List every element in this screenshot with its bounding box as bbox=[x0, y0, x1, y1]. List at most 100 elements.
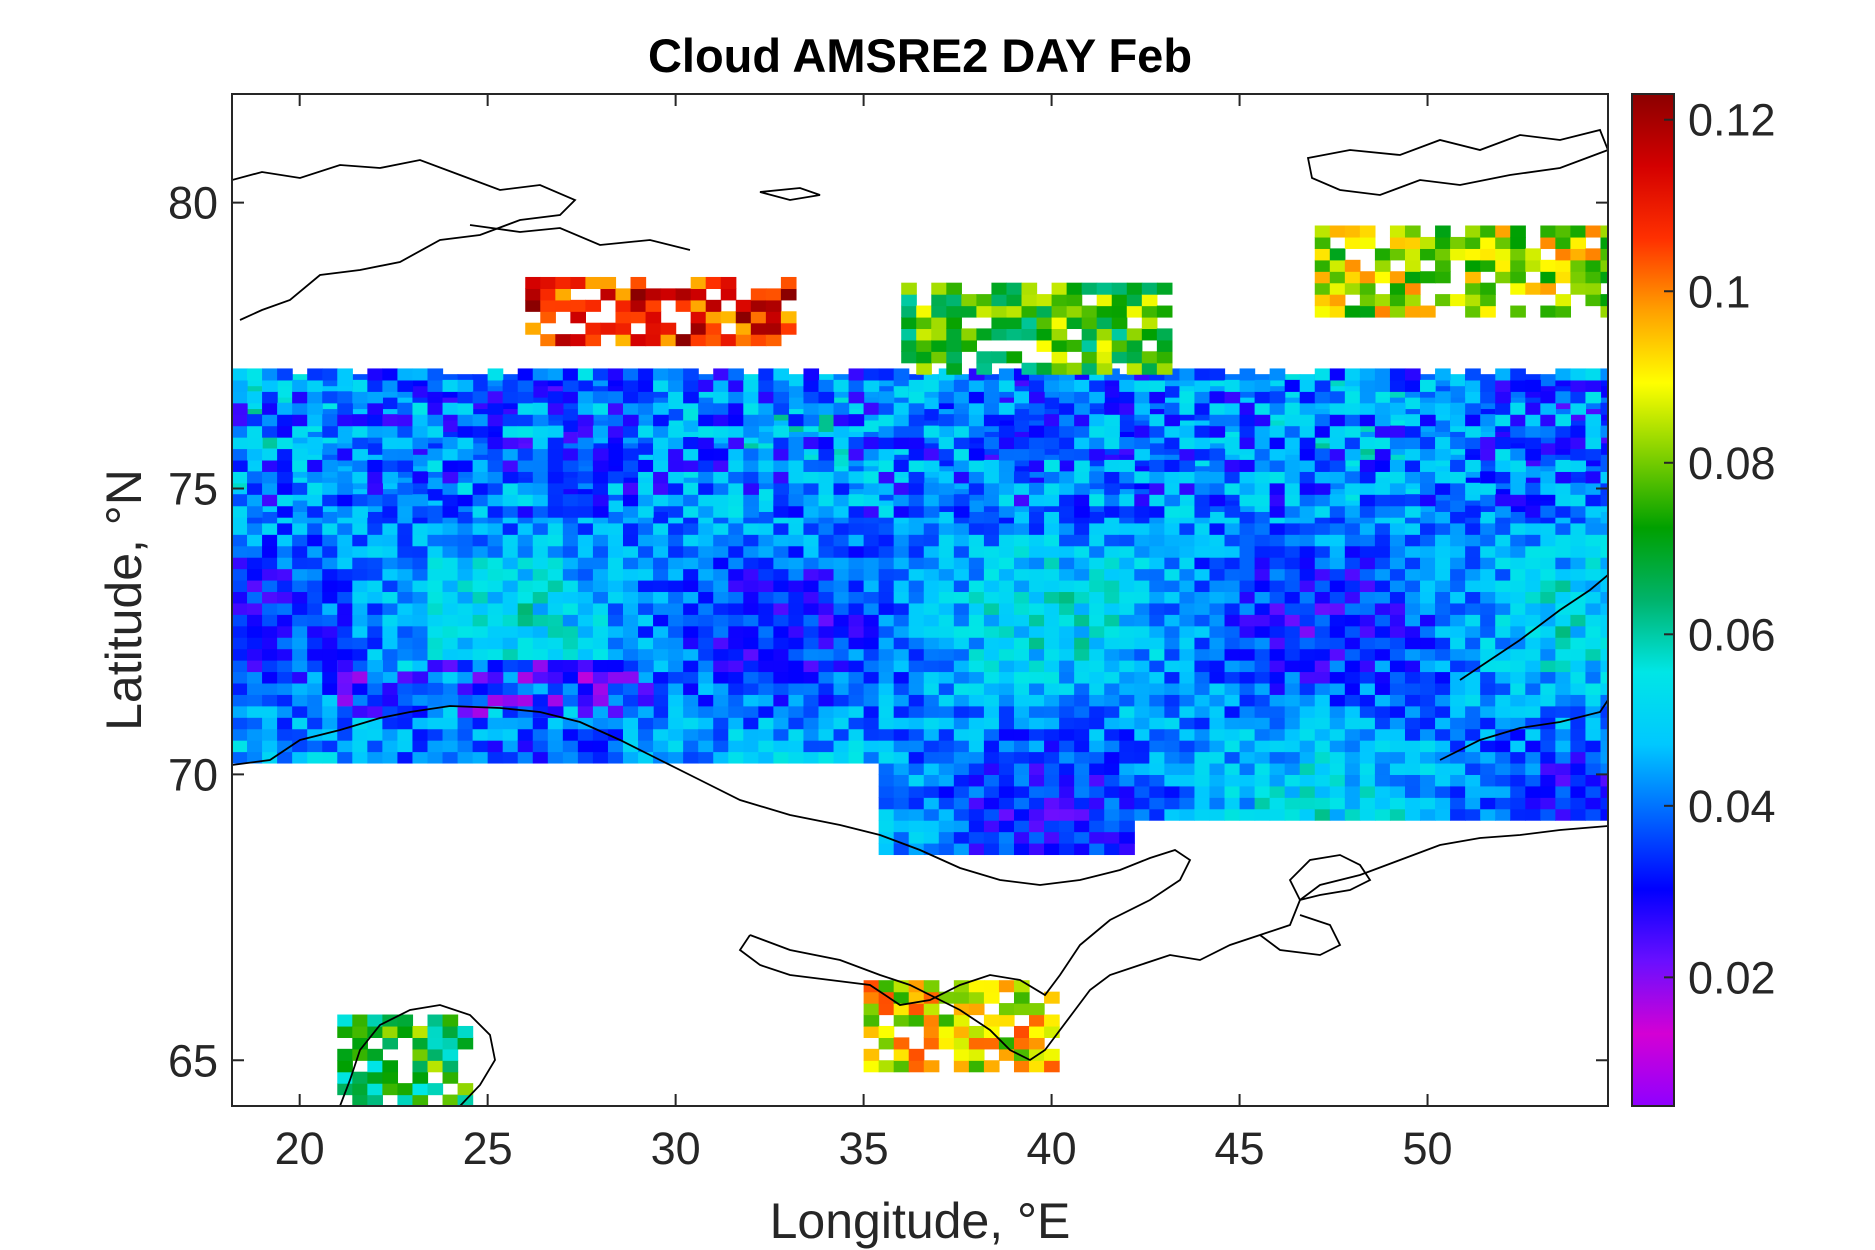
heatmap-cell bbox=[1359, 368, 1376, 381]
heatmap-cell bbox=[653, 494, 669, 507]
heatmap-cell bbox=[1600, 717, 1608, 730]
heatmap-cell bbox=[427, 368, 444, 381]
heatmap-cell bbox=[1404, 368, 1421, 381]
heatmap-cell bbox=[1299, 414, 1316, 427]
heatmap-cell bbox=[1600, 471, 1608, 484]
heatmap-cell bbox=[382, 437, 399, 450]
heatmap-cell bbox=[1465, 774, 1481, 787]
heatmap-cell bbox=[1089, 545, 1105, 558]
heatmap-cell bbox=[292, 402, 308, 415]
heatmap-cell bbox=[382, 1083, 399, 1096]
heatmap-cell bbox=[1149, 774, 1165, 787]
heatmap-cell bbox=[1134, 682, 1150, 695]
heatmap-cell bbox=[502, 682, 519, 695]
heatmap-cell bbox=[1269, 660, 1286, 673]
heatmap-cell bbox=[1239, 740, 1256, 753]
coastlines bbox=[232, 128, 1608, 1106]
heatmap-cell bbox=[1156, 362, 1173, 375]
heatmap-cell bbox=[668, 522, 684, 535]
heatmap-cell bbox=[1510, 694, 1526, 707]
heatmap-cell bbox=[337, 660, 353, 673]
heatmap-cell bbox=[1600, 494, 1608, 507]
heatmap-cell bbox=[946, 294, 962, 307]
heatmap-cell bbox=[397, 614, 414, 627]
heatmap-cell bbox=[863, 482, 880, 495]
heatmap-cell bbox=[1089, 785, 1105, 798]
heatmap-cell bbox=[1299, 471, 1316, 484]
heatmap-cell bbox=[1555, 557, 1572, 570]
heatmap-cell bbox=[1495, 379, 1511, 392]
heatmap-cell bbox=[517, 728, 534, 741]
heatmap-cell bbox=[397, 494, 414, 507]
heatmap-cell bbox=[442, 437, 459, 450]
heatmap-cell bbox=[1525, 557, 1541, 570]
heatmap-cell bbox=[1269, 459, 1286, 472]
heatmap-cell bbox=[1134, 785, 1150, 798]
heatmap-cell bbox=[1495, 694, 1511, 707]
heatmap-cell bbox=[728, 637, 744, 650]
heatmap-cell bbox=[1299, 425, 1316, 438]
heatmap-cell bbox=[1600, 682, 1608, 695]
heatmap-cell bbox=[743, 534, 759, 547]
heatmap-cell bbox=[1209, 368, 1226, 381]
heatmap-cell bbox=[1374, 379, 1391, 392]
heatmap-cell bbox=[863, 419, 880, 432]
heatmap-cell bbox=[1525, 637, 1541, 650]
x-axis: 20 25 30 35 40 45 50 bbox=[275, 94, 1453, 1174]
heatmap-cell bbox=[1374, 591, 1391, 604]
heatmap-cell bbox=[1209, 648, 1226, 661]
heatmap-cell bbox=[1344, 648, 1361, 661]
heatmap-cell bbox=[833, 728, 850, 741]
heatmap-cell bbox=[1013, 1060, 1030, 1073]
heatmap-cell bbox=[1450, 459, 1466, 472]
heatmap-cell bbox=[1254, 774, 1271, 787]
heatmap-cell bbox=[592, 717, 609, 730]
heatmap-cell bbox=[262, 448, 278, 461]
heatmap-cell bbox=[1059, 437, 1075, 450]
heatmap-cell bbox=[367, 1071, 383, 1084]
heatmap-cell bbox=[532, 602, 549, 615]
heatmap-cell bbox=[653, 648, 669, 661]
heatmap-cell bbox=[525, 299, 541, 312]
heatmap-cell bbox=[683, 557, 699, 570]
heatmap-cell bbox=[1570, 402, 1587, 415]
heatmap-cell bbox=[1555, 614, 1572, 627]
heatmap-cell bbox=[773, 425, 790, 438]
heatmap-cell bbox=[758, 368, 774, 381]
heatmap-cell bbox=[292, 694, 308, 707]
heatmap-cell bbox=[322, 717, 338, 730]
heatmap-cell bbox=[1314, 740, 1331, 753]
heatmap-cell bbox=[1036, 328, 1053, 341]
heatmap-cell bbox=[622, 728, 639, 741]
heatmap-cell bbox=[540, 334, 556, 347]
heatmap-cell bbox=[1359, 728, 1376, 741]
heatmap-cell bbox=[1329, 414, 1346, 427]
heatmap-cell bbox=[1570, 271, 1587, 284]
heatmap-cell bbox=[1495, 671, 1511, 684]
heatmap-cell bbox=[998, 831, 1015, 844]
heatmap-cell bbox=[1465, 705, 1481, 718]
heatmap-cell bbox=[1465, 379, 1481, 392]
heatmap-cell bbox=[968, 808, 985, 821]
heatmap-cell bbox=[322, 557, 338, 570]
heatmap-cell bbox=[592, 459, 609, 472]
heatmap-cell bbox=[397, 1014, 414, 1027]
heatmap-cell bbox=[848, 694, 865, 707]
heatmap-cell bbox=[570, 311, 586, 324]
heatmap-cell bbox=[983, 991, 1000, 1004]
heatmap-cell bbox=[901, 339, 917, 352]
heatmap-cell bbox=[1194, 522, 1211, 535]
heatmap-cell bbox=[367, 568, 383, 581]
heatmap-cell bbox=[788, 397, 805, 410]
heatmap-cell bbox=[472, 705, 489, 718]
heatmap-cell bbox=[232, 545, 248, 558]
heatmap-cell bbox=[713, 682, 729, 695]
heatmap-cell bbox=[577, 448, 594, 461]
heatmap-cell bbox=[1269, 682, 1286, 695]
heatmap-cell bbox=[1404, 397, 1421, 410]
heatmap-cell bbox=[352, 602, 368, 615]
heatmap-cell bbox=[1329, 785, 1346, 798]
heatmap-cell bbox=[1389, 797, 1406, 810]
heatmap-cell bbox=[1059, 579, 1075, 593]
heatmap-cell bbox=[1209, 625, 1226, 638]
